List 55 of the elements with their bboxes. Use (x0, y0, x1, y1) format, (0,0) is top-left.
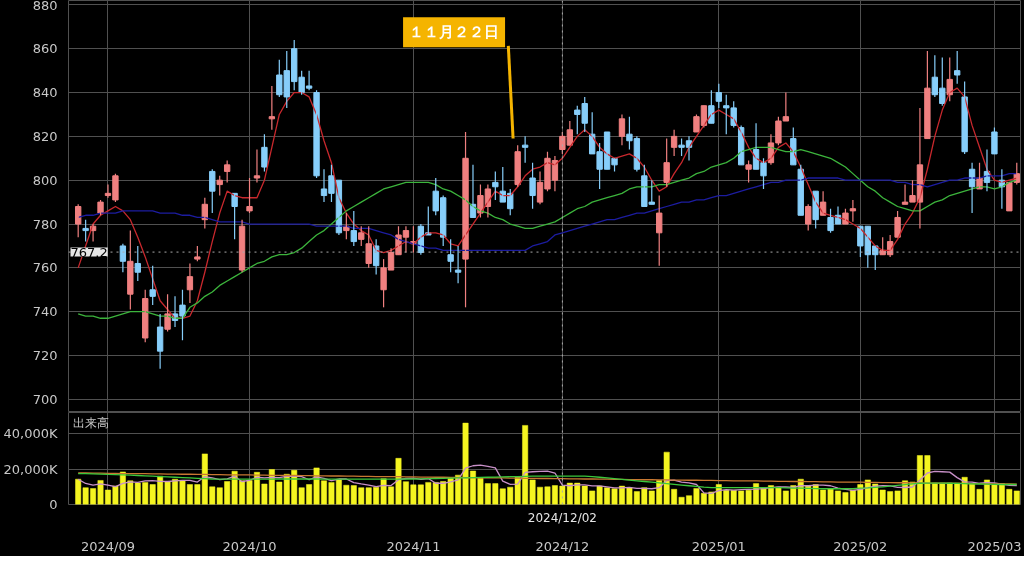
candlestick (75, 203, 82, 238)
y-tick-label: 800 (32, 172, 58, 188)
candlestick (365, 225, 372, 269)
x-tick-label: 2024/11 (386, 538, 441, 554)
candlestick (350, 210, 357, 247)
candlestick (149, 265, 156, 306)
candlestick (961, 80, 968, 155)
candlestick (82, 219, 89, 243)
y-tick-label: 720 (32, 348, 58, 364)
candlestick (142, 289, 149, 343)
candlestick (209, 168, 216, 214)
line-series (77, 472, 1018, 490)
candlestick (447, 238, 454, 273)
candlestick (894, 210, 901, 238)
y-tick-label: 840 (32, 85, 58, 101)
candlestick (134, 245, 141, 282)
x-tick-label: 2025/01 (691, 538, 746, 554)
candlestick (514, 144, 521, 188)
candlestick (358, 225, 365, 247)
candlestick (656, 194, 663, 267)
y-tick-label: 860 (32, 41, 58, 57)
candlestick (492, 170, 499, 201)
candlestick (127, 230, 134, 311)
y-tick-label: 820 (32, 128, 58, 144)
candlestick (745, 159, 752, 183)
x-tick-label: 2025/02 (833, 538, 888, 554)
candlestick (529, 162, 536, 210)
y-tick-label: 760 (32, 260, 58, 276)
line-series (77, 464, 1018, 494)
candlestick (924, 50, 931, 140)
annotation: １１月２２日 (409, 23, 500, 42)
y-tick-label: 0 (49, 497, 58, 512)
candlestick (991, 127, 998, 155)
ref-line-label: 2024/12/02 (527, 510, 597, 525)
y-tick-label: 20,000K (3, 461, 58, 477)
candlestick (715, 83, 722, 109)
x-tick-label: 2024/09 (80, 538, 135, 554)
x-tick-label: 2024/12 (535, 538, 590, 554)
chart-title: 出来高 (72, 415, 109, 430)
y-tick-label: 40,000K (3, 426, 58, 442)
y-tick-label: 880 (32, 0, 58, 13)
y-tick-label: 740 (32, 304, 58, 320)
candlestick (246, 177, 253, 214)
candlestick (805, 203, 812, 232)
candlestick (313, 89, 320, 179)
y-tick-label: 780 (32, 216, 58, 232)
candlestick (261, 133, 268, 173)
x-tick-label: 2024/10 (222, 538, 277, 554)
x-tick-label: 2025/03 (967, 538, 1022, 554)
candlestick (216, 175, 223, 197)
y-tick-label: 700 (32, 391, 58, 407)
candlestick (797, 164, 804, 216)
ref-line-label: 767.2 (70, 244, 108, 260)
candlestick (954, 50, 961, 85)
candlestick (663, 137, 670, 188)
